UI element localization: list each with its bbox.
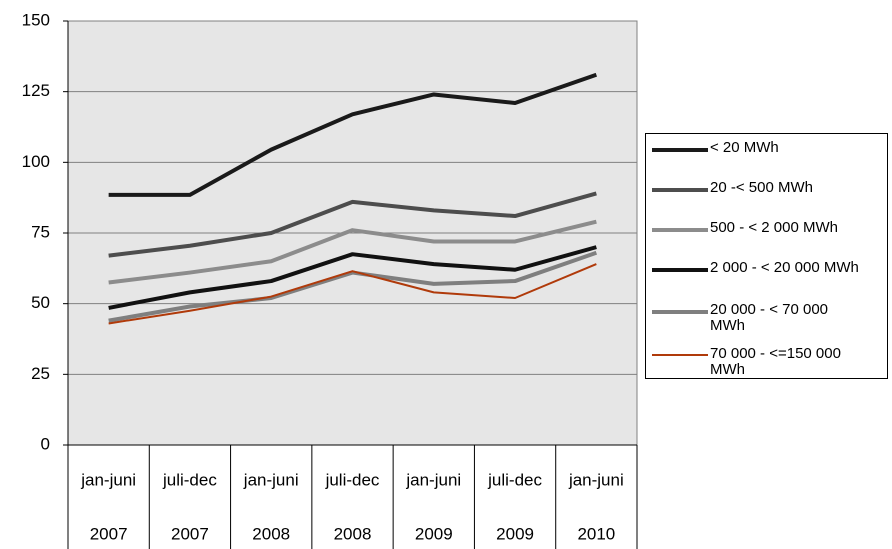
- series-line: [108, 72, 598, 197]
- legend-swatch: [652, 354, 708, 356]
- x-tick-label: jan-juni: [568, 470, 624, 489]
- y-tick-label: 125: [22, 81, 50, 100]
- legend-entry: 2 000 - < 20 000 MWh: [652, 260, 863, 276]
- y-tick-label: 25: [31, 364, 50, 383]
- legend-label: 2 000 - < 20 000 MWh: [710, 259, 859, 276]
- x-tick-label: juli-dec: [162, 470, 217, 489]
- legend-entry: < 20 MWh: [652, 140, 863, 156]
- legend-entry: 70 000 - <=150 000 MWh: [652, 346, 863, 378]
- legend-label: 20 -< 500 MWh: [710, 179, 813, 196]
- legend-swatch: [652, 188, 708, 192]
- y-tick-label: 150: [22, 10, 50, 29]
- x-tick-label: 2009: [496, 524, 534, 543]
- x-tick-label: jan-juni: [405, 470, 461, 489]
- x-tick-label: 2010: [577, 524, 615, 543]
- x-tick-label: 2009: [415, 524, 453, 543]
- legend-swatch: [652, 310, 708, 314]
- x-tick-label: juli-dec: [325, 470, 380, 489]
- y-tick-label: 0: [41, 434, 50, 453]
- y-tick-label: 50: [31, 293, 50, 312]
- series-line: [108, 191, 597, 258]
- legend-entry: 20 -< 500 MWh: [652, 180, 863, 196]
- legend-label: 20 000 - < 70 000 MWh: [710, 301, 829, 334]
- legend-label: 500 - < 2 000 MWh: [710, 219, 838, 236]
- x-tick-label: jan-juni: [80, 470, 136, 489]
- x-tick-label: 2008: [334, 524, 372, 543]
- legend-label: 70 000 - <=150 000 MWh: [710, 345, 841, 378]
- legend: < 20 MWh 20 -< 500 MWh 500 - < 2 000 MWh 2 …: [645, 133, 888, 379]
- legend-swatch: [652, 148, 708, 152]
- legend-entry: 500 - < 2 000 MWh: [652, 220, 863, 236]
- legend-entry: 20 000 - < 70 000 MWh: [652, 302, 863, 334]
- series-line: [108, 263, 597, 325]
- series-line: [108, 250, 598, 323]
- x-tick-label: juli-dec: [487, 470, 542, 489]
- x-tick-label: jan-juni: [243, 470, 299, 489]
- series-line: [108, 245, 597, 310]
- y-tick-label: 75: [31, 222, 50, 241]
- x-tick-label: 2007: [171, 524, 209, 543]
- series-line: [108, 219, 597, 285]
- legend-swatch: [652, 268, 708, 272]
- legend-label: < 20 MWh: [710, 139, 779, 156]
- x-tick-label: 2008: [252, 524, 290, 543]
- x-tick-label: 2007: [90, 524, 128, 543]
- y-tick-label: 100: [22, 152, 50, 171]
- legend-swatch: [652, 228, 708, 232]
